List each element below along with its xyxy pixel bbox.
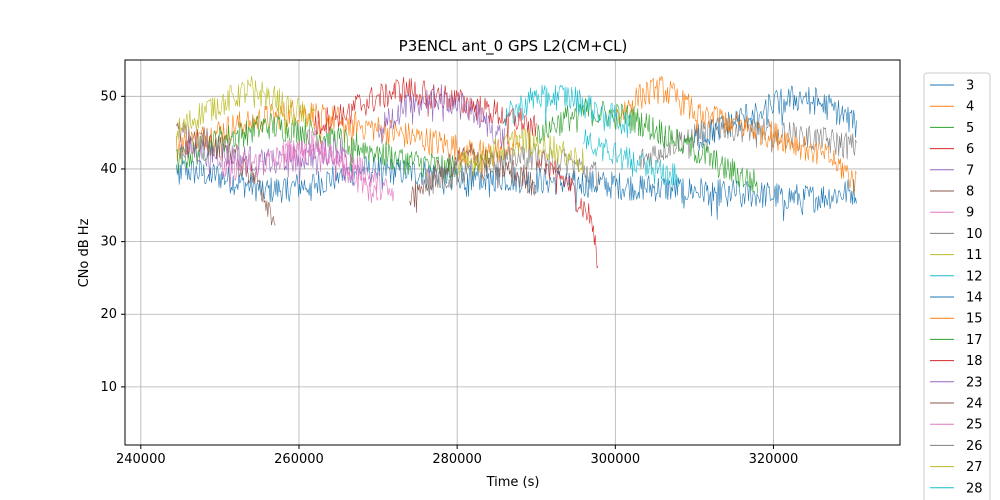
legend-label-3: 3 [966, 79, 974, 94]
series-line-17 [535, 98, 758, 194]
series-line-27 [456, 128, 584, 176]
series-line-18 [314, 76, 537, 151]
legend-label-11: 11 [966, 248, 983, 263]
y-axis-label: CNo dB Hz [77, 218, 92, 287]
x-tick-label: 300000 [590, 452, 640, 467]
series-line-25 [282, 128, 379, 204]
series-line-23 [377, 84, 505, 151]
legend-label-28: 28 [966, 481, 983, 496]
x-axis-label: Time (s) [486, 475, 540, 490]
legend-label-15: 15 [966, 312, 983, 327]
x-tick-label: 260000 [274, 452, 324, 467]
axes-frame [124, 59, 901, 446]
series-line-26 [425, 143, 600, 197]
series-line-10 [638, 114, 857, 170]
series-line-8 [176, 120, 276, 226]
legend-label-8: 8 [966, 185, 974, 200]
series-line-12 [583, 128, 679, 187]
legend-label-18: 18 [966, 354, 983, 369]
grid-lines [125, 60, 900, 445]
legend-label-23: 23 [966, 375, 983, 390]
series-line-4 [176, 100, 521, 181]
legend-label-5: 5 [966, 121, 974, 136]
legend-label-9: 9 [966, 206, 974, 221]
legend-label-26: 26 [966, 439, 983, 454]
x-tick-label: 280000 [432, 452, 482, 467]
x-tick-label: 240000 [116, 452, 166, 467]
legend-label-7: 7 [966, 163, 974, 178]
y-tick-label: 50 [100, 89, 117, 104]
y-tick-label: 10 [100, 380, 117, 395]
series-line-6 [535, 150, 599, 269]
y-tick-label: 40 [100, 162, 117, 177]
y-tick-label: 20 [100, 307, 117, 322]
plot-area [176, 75, 857, 269]
legend: 3 4 5 6 7 8 9 10 11 12 14 15 17 18 23 24 25 26 27 28 [923, 72, 991, 500]
legend-label-12: 12 [966, 269, 983, 284]
axis-ticks: 240000 260000 280000 300000 320000 10 20 30 40 50 [100, 89, 798, 467]
legend-label-6: 6 [966, 142, 974, 157]
series-line-15 [615, 75, 857, 194]
legend-label-24: 24 [966, 397, 983, 412]
chart-title: P3ENCL ant_0 GPS L2(CM+CL) [399, 37, 628, 56]
series-line-28 [504, 84, 632, 138]
legend-label-27: 27 [966, 460, 983, 475]
series-line-11 [176, 75, 316, 141]
legend-box [923, 72, 991, 500]
y-tick-label: 30 [100, 235, 117, 250]
legend-label-25: 25 [966, 418, 983, 433]
legend-label-10: 10 [966, 227, 983, 242]
x-tick-label: 320000 [749, 452, 799, 467]
legend-label-17: 17 [966, 333, 983, 348]
series-line-3 [176, 156, 857, 222]
series-line-14 [694, 85, 857, 151]
legend-label-14: 14 [966, 291, 983, 306]
legend-label-4: 4 [966, 100, 974, 115]
